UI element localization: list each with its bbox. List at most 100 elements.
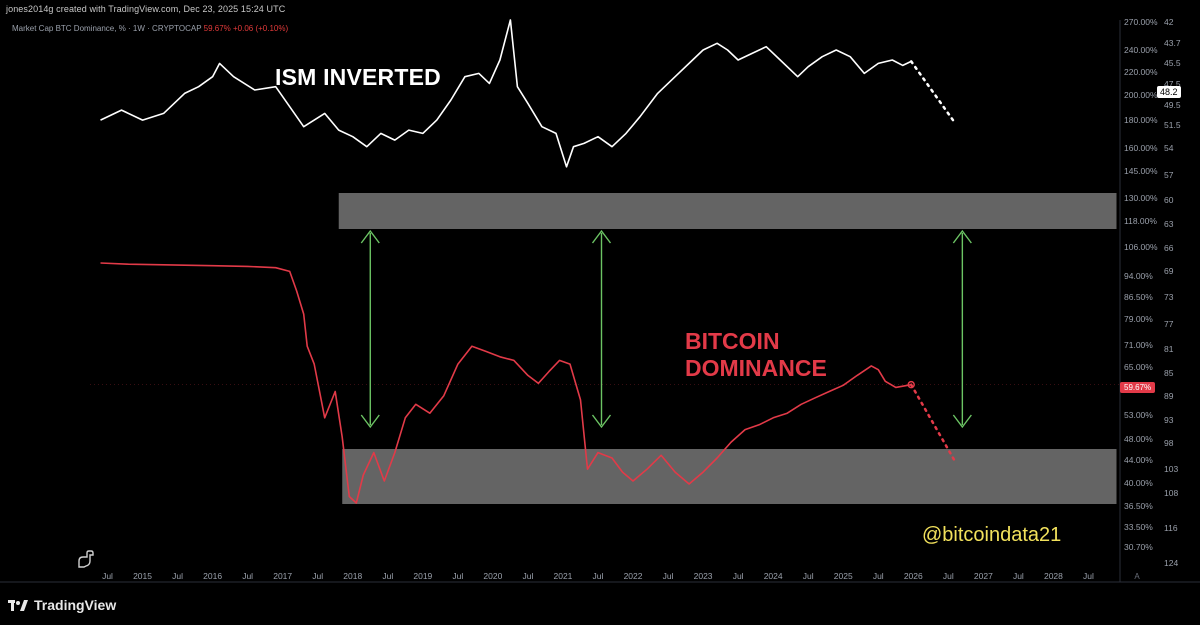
ism-inverted-line [100,19,912,168]
left-scale-tick-label: 53.00% [1124,410,1153,420]
time-tick-label: 2016 [203,571,222,581]
time-tick-label: 2018 [343,571,362,581]
right-scale-tick-label: 69 [1164,266,1174,276]
right-scale-tick-label: 103 [1164,464,1178,474]
time-tick-label: 2022 [624,571,643,581]
ism-price-badge: 48.2 [1157,86,1181,98]
dinosaur-icon[interactable] [75,549,97,569]
right-scale-tick-label: 108 [1164,488,1178,498]
time-tick-label: Jul [102,571,113,581]
time-tick-label: 2015 [133,571,152,581]
lower-zone [342,449,1117,504]
upper-zone [338,193,1117,229]
legend-symbol: Market Cap BTC Dominance, % · 1W · CRYPT… [12,24,202,33]
time-tick-label: Jul [663,571,674,581]
right-scale-tick-label: 81 [1164,344,1174,354]
left-scale-tick-label: 44.00% [1124,455,1153,465]
left-scale-tick-label: 79.00% [1124,314,1153,324]
time-tick-label: Jul [1013,571,1024,581]
double-arrow-head-down [360,414,380,429]
double-arrow-head-up [952,229,972,244]
right-scale-tick-label: 77 [1164,319,1174,329]
left-scale-tick-label: 180.00% [1124,115,1158,125]
right-scale-tick-label: 124 [1164,558,1178,568]
time-tick-label: 2019 [413,571,432,581]
tradingview-logo-icon [8,600,28,611]
time-tick-label: 2024 [764,571,783,581]
right-scale-tick-label: 49.5 [1164,100,1181,110]
dominance-projection-line [909,383,957,464]
left-scale-tick-label: 106.00% [1124,242,1158,252]
left-scale-tick-label: 48.00% [1124,434,1153,444]
time-tick-label: 2023 [694,571,713,581]
double-arrow-head-down [591,414,612,429]
left-scale-tick-label: 94.00% [1124,271,1153,281]
left-scale-tick-label: 145.00% [1124,166,1158,176]
time-tick-label: Jul [943,571,954,581]
time-tick-label: 2028 [1044,571,1063,581]
time-tick-label: Jul [452,571,463,581]
left-scale-tick-label: 200.00% [1124,90,1158,100]
tradingview-brand-text: TradingView [34,597,117,613]
time-tick-label: 2026 [904,571,923,581]
credit-text: jones2014g created with TradingView.com,… [6,4,286,14]
right-scale-tick-label: 43.7 [1164,38,1181,48]
right-scale-tick-label: 85 [1164,368,1174,378]
right-scale-tick-label: 47.5 [1164,79,1181,89]
left-scale-tick-label: 118.00% [1124,216,1157,226]
time-tick-label: 2025 [834,571,853,581]
time-tick-label: Jul [242,571,253,581]
legend-value: 59.67% [203,24,231,33]
time-tick-label: Jul [1083,571,1094,581]
left-scale-tick-label: 71.00% [1124,340,1153,350]
left-scale-tick-label: 220.00% [1124,67,1158,77]
dominance-price-badge: 59.67% [1120,382,1156,393]
time-tick-label: Jul [382,571,393,581]
time-tick-label: Jul [873,571,884,581]
left-scale-tick-label: 40.00% [1124,478,1153,488]
right-scale-tick-label: 116 [1164,523,1178,533]
time-tick-label: Jul [172,571,183,581]
double-arrow-head-down [952,414,972,429]
right-scale-tick-label: 51.5 [1164,120,1181,130]
bitcoin-dominance-label: BITCOIN DOMINANCE [685,328,827,381]
time-tick-label: 2021 [553,571,572,581]
left-scale-tick-label: 130.00% [1124,193,1158,203]
right-scale-tick-label: 42 [1164,17,1174,27]
right-scale-tick-label: 45.5 [1164,58,1181,68]
left-scale-tick-label: 270.00% [1124,17,1158,27]
author-handle: @bitcoindata21 [922,524,1062,546]
right-scale-tick-label: 98 [1164,438,1174,448]
right-scale-tick-label: 89 [1164,391,1174,401]
right-scale-tick-label: 66 [1164,243,1174,253]
time-tick-label: 2027 [974,571,993,581]
legend-change: +0.06 (+0.10%) [233,24,289,33]
left-scale-tick-label: 240.00% [1124,45,1158,55]
ism-inverted-label: ISM INVERTED [275,64,441,90]
right-scale-tick-label: 54 [1164,143,1174,153]
left-scale-tick-label: 33.50% [1124,522,1153,532]
left-scale-tick-label: 30.70% [1124,542,1153,552]
left-scale-tick-label: 36.50% [1124,501,1153,511]
time-tick-label: Jul [803,571,814,581]
time-tick-label: 2017 [273,571,292,581]
right-scale-tick-label: 60 [1164,195,1174,205]
time-tick-label: Jul [522,571,533,581]
time-tick-label: Jul [733,571,744,581]
right-scale-tick-label: 57 [1164,170,1174,180]
ism-projection-line [909,60,957,125]
auto-scale-toggle[interactable]: A [1134,572,1140,581]
right-scale-tick-label: 63 [1164,219,1174,229]
left-scale-tick-label: 65.00% [1124,362,1153,372]
left-scale-tick-label: 86.50% [1124,292,1153,302]
time-tick-label: Jul [312,571,323,581]
time-tick-label: 2020 [483,571,502,581]
time-tick-label: Jul [593,571,604,581]
dominance-line [100,262,912,504]
double-arrow-head-up [360,229,380,244]
tradingview-brand[interactable]: TradingView [8,597,116,613]
left-scale-tick-label: 160.00% [1124,143,1158,153]
double-arrow-head-up [591,229,612,244]
